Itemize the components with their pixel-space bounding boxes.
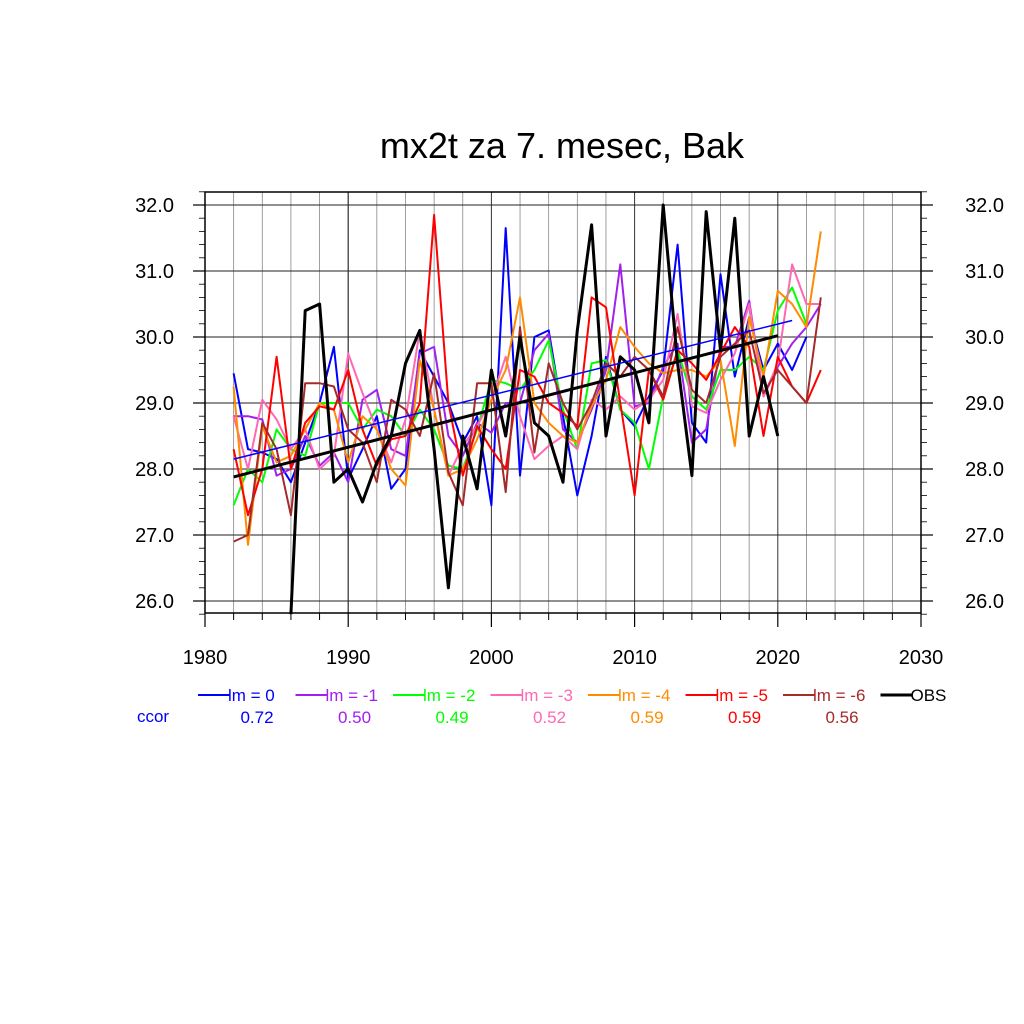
x-tick-label: 1990 [326,647,371,669]
trend-line-0 [233,319,793,460]
x-tick-label: 2010 [612,647,657,669]
x-tick-label: 2020 [756,647,801,669]
y-tick-label-right: 31.0 [965,261,1004,283]
x-tick-label: 1980 [183,647,228,669]
legend: lm = 0 0.72 lm = -1 0.50 lm = -2 0.49 lm = -3 0… [198,686,946,727]
y-tick-label-right: 32.0 [965,195,1004,217]
y-tick-label-right: 29.0 [965,393,1004,415]
corr-value-5: 0.59 [728,708,761,727]
corr-value-6: 0.56 [825,708,858,727]
legend-label-1: lm = -1 [326,686,378,705]
legend-label-0: lm = 0 [228,686,275,705]
series-line-2 [232,286,808,506]
y-tick-label: 29.0 [135,393,174,415]
x-tick-label: 2000 [469,647,514,669]
y-tick-label: 26.0 [135,591,174,613]
y-tick-label: 31.0 [135,261,174,283]
x-tick-label: 2030 [899,647,944,669]
series-line-7 [289,203,780,615]
legend-label-3: lm = -3 [521,686,573,705]
corr-value-4: 0.59 [630,708,663,727]
corr-value-3: 0.52 [533,708,566,727]
corr-value-2: 0.49 [435,708,468,727]
corr-value-0: 0.72 [240,708,273,727]
y-tick-label: 27.0 [135,525,174,547]
legend-label-4: lm = -4 [618,686,670,705]
corr-value-1: 0.50 [338,708,371,727]
legend-label-6: lm = -6 [813,686,865,705]
y-tick-label: 28.0 [135,459,174,481]
y-tick-label-right: 28.0 [965,459,1004,481]
axis-ticks: 1980 1990 2000 2010 2020 2030 26.0 26.0 27.0 27.0… [135,191,1004,669]
legend-label-2: lm = -2 [423,686,475,705]
y-tick-label-right: 27.0 [965,525,1004,547]
series-layer [232,203,822,615]
corr-label: ccor [137,707,169,726]
y-tick-label: 30.0 [135,327,174,349]
legend-label-7: OBS [911,686,947,705]
y-tick-label-right: 30.0 [965,327,1004,349]
y-tick-label: 32.0 [135,195,174,217]
legend-label-5: lm = -5 [716,686,768,705]
trend-line-7 [233,334,779,479]
chart-title: mx2t za 7. mesec, Bak [380,125,745,166]
y-tick-label-right: 26.0 [965,591,1004,613]
series-line-6 [233,297,822,543]
